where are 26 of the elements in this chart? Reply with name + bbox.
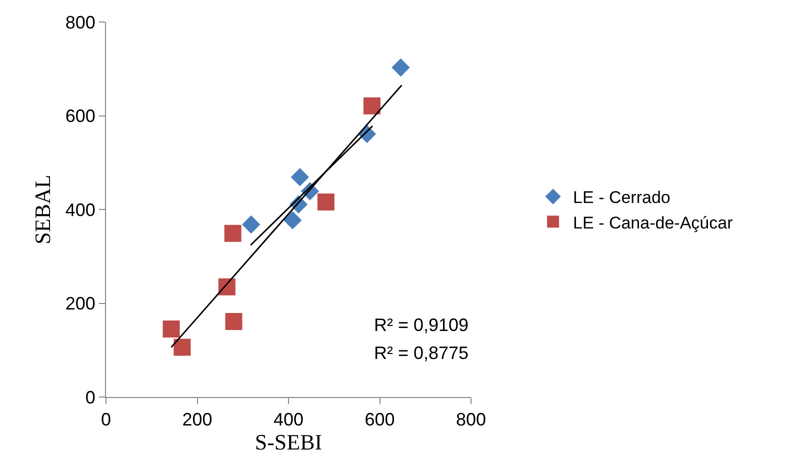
point <box>162 320 180 338</box>
x-tick-label: 200 <box>182 410 212 430</box>
point <box>284 211 302 230</box>
point <box>317 194 334 210</box>
x-tick-label: 400 <box>273 410 304 430</box>
x-axis-title: S-SEBI <box>254 430 322 455</box>
y-tick-label: 600 <box>65 106 96 126</box>
x-tick-label: 0 <box>100 410 112 430</box>
x-tick-label: 600 <box>364 410 395 430</box>
y-tick-label: 200 <box>65 294 96 314</box>
point <box>174 338 191 356</box>
annotation: R² = 0,8775 <box>374 343 469 363</box>
annotation: R² = 0,9109 <box>374 315 469 335</box>
point <box>392 58 410 77</box>
point <box>224 224 242 242</box>
legend-label: LE - Cana-de-Açúcar <box>573 213 734 232</box>
point <box>242 215 260 234</box>
x-tick-label: 800 <box>456 410 486 430</box>
point <box>290 168 310 186</box>
point <box>363 97 380 114</box>
legend-label: LE - Cerrado <box>573 188 670 208</box>
point <box>225 313 242 330</box>
y-tick-label: 800 <box>65 12 96 32</box>
y-axis-title: SEBAL <box>30 174 56 244</box>
y-tick-label: 400 <box>65 200 96 220</box>
y-tick-label: 0 <box>85 387 96 408</box>
